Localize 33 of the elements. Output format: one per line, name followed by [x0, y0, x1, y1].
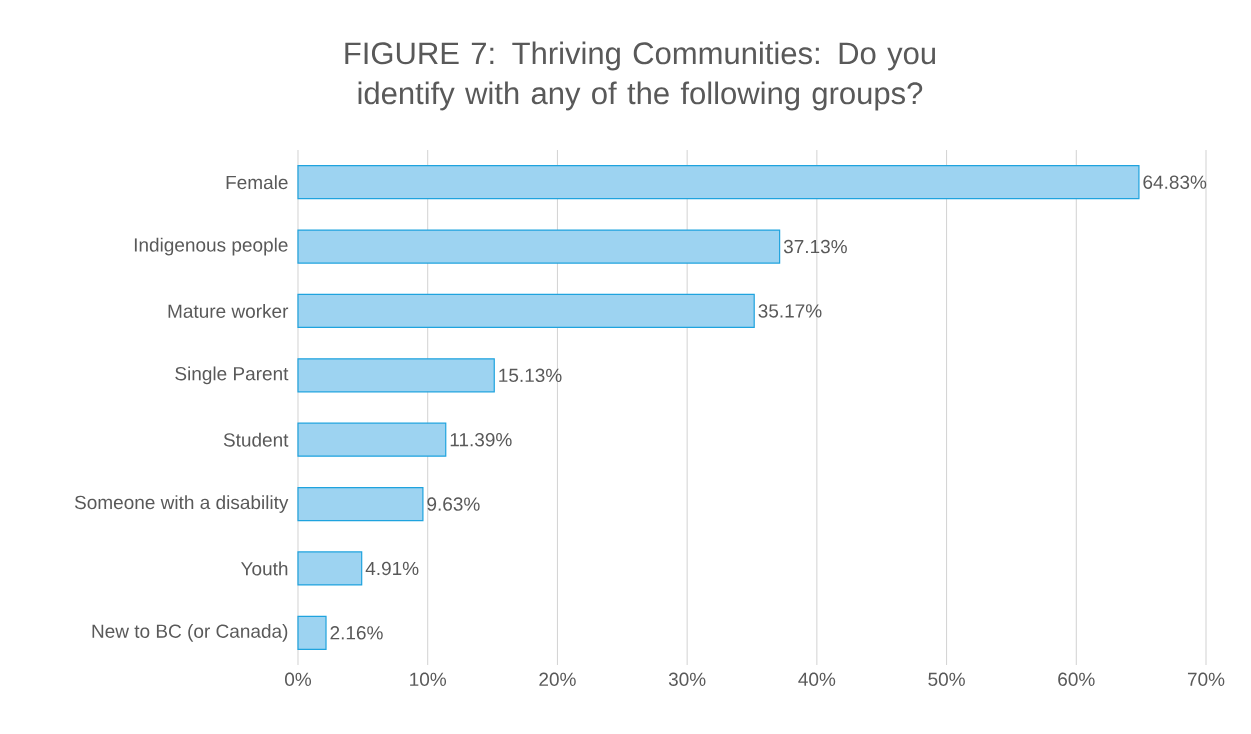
x-tick-label: 0% — [285, 672, 312, 686]
bar — [297, 293, 755, 329]
y-tick-label: New to BC (or Canada) — [92, 623, 288, 642]
bar — [297, 615, 327, 650]
bar — [297, 165, 1140, 200]
x-tick-label: 10% — [410, 672, 447, 686]
x-tick-label: 50% — [928, 672, 965, 686]
x-tick-label: 60% — [1058, 672, 1095, 686]
x-tick-label: 30% — [668, 672, 706, 686]
bar — [297, 551, 363, 586]
data-label: 4.91% — [365, 561, 419, 576]
bar — [297, 229, 781, 264]
bar — [297, 486, 424, 522]
data-label: 15.13% — [499, 368, 562, 383]
data-label: 37.13% — [783, 239, 847, 254]
data-label: 11.39% — [450, 432, 512, 447]
y-tick-label: Female — [226, 175, 288, 190]
bar — [297, 422, 447, 457]
x-tick-label: 20% — [539, 672, 576, 686]
y-tick-label: Indigenous people — [134, 237, 288, 256]
data-label: 9.63% — [427, 497, 480, 511]
y-tick-label: Mature worker — [168, 303, 289, 318]
x-tick-label: 70% — [1187, 672, 1225, 686]
y-tick-label: Someone with a disability — [74, 495, 289, 513]
y-tick-label: Youth — [240, 561, 288, 576]
data-label: 64.83% — [1143, 175, 1207, 189]
y-tick-label: Single Parent — [175, 366, 289, 385]
y-tick-label: Student — [223, 432, 289, 447]
chart-title: FIGURE 7: Thriving Communities: Do you identify with any of the following groups? — [345, 41, 936, 111]
bar — [297, 358, 495, 393]
x-tick-label: 40% — [798, 672, 836, 686]
data-label: 35.17% — [758, 304, 822, 318]
data-label: 2.16% — [330, 626, 383, 640]
